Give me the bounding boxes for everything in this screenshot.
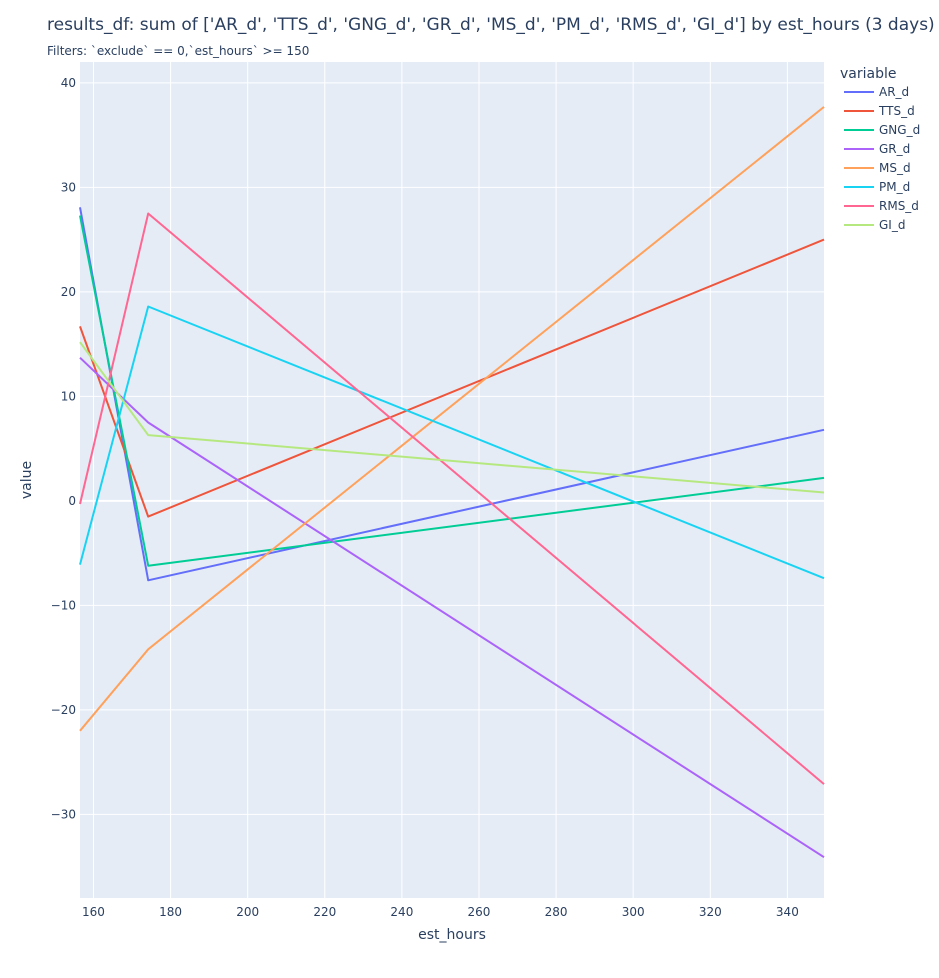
legend-title: variable: [840, 66, 896, 82]
legend-label: MS_d: [879, 161, 911, 175]
legend-label: GI_d: [879, 218, 905, 232]
plot-area: [80, 62, 824, 898]
x-tick-label: 180: [159, 905, 182, 919]
series-layer: [79, 106, 825, 859]
x-tick-label: 220: [313, 905, 336, 919]
legend-item-gng-d[interactable]: GNG_d: [844, 123, 920, 137]
legend-label: RMS_d: [879, 199, 919, 213]
y-tick-label: −30: [51, 807, 76, 821]
x-tick-label: 300: [622, 905, 645, 919]
series-line-pm-d: [79, 305, 825, 580]
x-tick-label: 240: [390, 905, 413, 919]
legend-item-ar-d[interactable]: AR_d: [844, 85, 909, 99]
legend: variable AR_d TTS_d GNG_d GR_d MS_d PM_d RMS_d…: [840, 66, 920, 232]
x-tick-label: 340: [776, 905, 799, 919]
legend-label: PM_d: [879, 180, 910, 194]
y-tick-label: −10: [51, 598, 76, 612]
tick-labels: 160 180 200 220 240 260 280 300 320 340 −30 −20 −10 0…: [51, 76, 799, 919]
legend-label: TTS_d: [878, 104, 915, 118]
y-tick-label: 0: [68, 494, 76, 508]
legend-item-gr-d[interactable]: GR_d: [844, 142, 910, 156]
series-line-tts-d: [79, 238, 825, 518]
legend-label: GNG_d: [879, 123, 920, 137]
series-line-gi-d: [79, 341, 825, 494]
y-tick-label: 20: [61, 285, 76, 299]
legend-item-pm-d[interactable]: PM_d: [844, 180, 910, 194]
y-tick-label: −20: [51, 703, 76, 717]
x-axis-title: est_hours: [418, 927, 486, 943]
series-line-gng-d: [79, 215, 825, 567]
x-tick-label: 260: [468, 905, 491, 919]
legend-label: GR_d: [879, 142, 910, 156]
chart-subtitle: Filters: `exclude` == 0,`est_hours` >= 1…: [47, 44, 309, 58]
y-tick-label: 10: [61, 389, 76, 403]
legend-label: AR_d: [879, 85, 909, 99]
grid: [80, 62, 824, 898]
legend-item-rms-d[interactable]: RMS_d: [844, 199, 919, 213]
chart-title: results_df: sum of ['AR_d', 'TTS_d', 'GN…: [47, 15, 935, 35]
x-tick-label: 200: [236, 905, 259, 919]
series-line-ms-d: [79, 106, 825, 732]
x-tick-label: 320: [699, 905, 722, 919]
legend-item-gi-d[interactable]: GI_d: [844, 218, 905, 232]
x-tick-label: 280: [545, 905, 568, 919]
series-line-rms-d: [79, 212, 825, 785]
legend-item-tts-d[interactable]: TTS_d: [844, 104, 915, 118]
y-tick-label: 30: [61, 180, 76, 194]
legend-item-ms-d[interactable]: MS_d: [844, 161, 911, 175]
y-axis-title: value: [19, 461, 35, 499]
y-tick-label: 40: [61, 76, 76, 90]
x-tick-label: 160: [82, 905, 105, 919]
series-line-gr-d: [79, 356, 825, 859]
